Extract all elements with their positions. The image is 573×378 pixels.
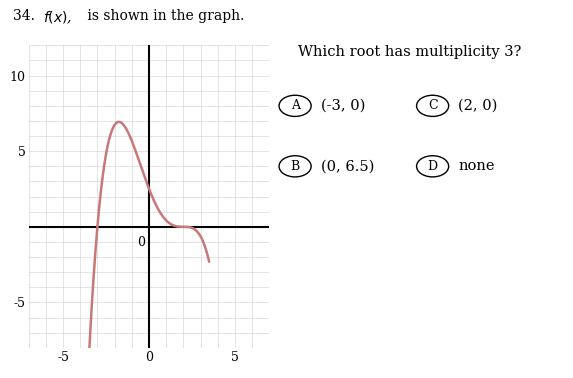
Text: is shown in the graph.: is shown in the graph. <box>83 9 245 23</box>
Text: (-3, 0): (-3, 0) <box>321 99 365 113</box>
Text: B: B <box>291 160 300 173</box>
Text: C: C <box>428 99 437 112</box>
Text: $f(x)$,: $f(x)$, <box>43 9 72 26</box>
Text: 34.: 34. <box>13 9 34 23</box>
Text: Which root has multiplicity 3?: Which root has multiplicity 3? <box>298 45 521 59</box>
Text: none: none <box>458 159 495 174</box>
Text: 0: 0 <box>137 236 144 249</box>
Text: (2, 0): (2, 0) <box>458 99 498 113</box>
Text: A: A <box>291 99 300 112</box>
Text: (0, 6.5): (0, 6.5) <box>321 159 374 174</box>
Text: D: D <box>427 160 438 173</box>
